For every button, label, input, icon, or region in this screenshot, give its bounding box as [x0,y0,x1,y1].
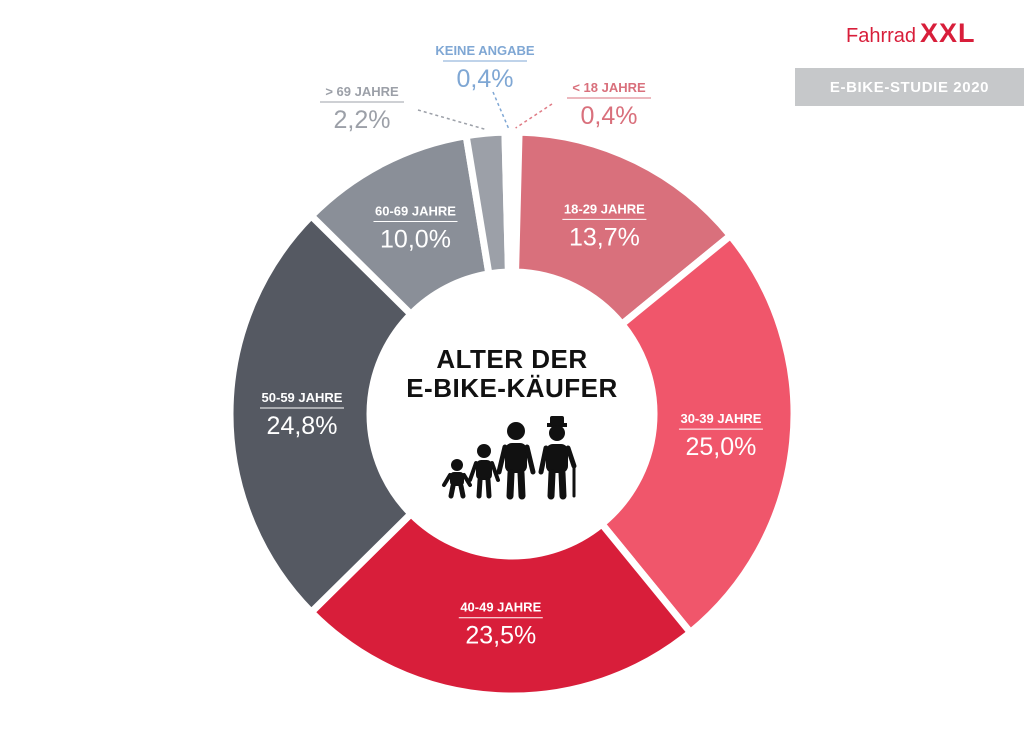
brand-name-small: Fahrrad [846,25,917,47]
value-label-69-jahre: 2,2% [334,106,391,134]
category-label-keine-angabe: KEINE ANGABE [435,43,535,58]
category-label-40-49-jahre: 40-49 JAHRE [460,600,541,615]
category-label-18-29-jahre: 18-29 JAHRE [564,201,645,216]
value-label-60-69-jahre: 10,0% [380,225,451,253]
value-label-18-29-jahre: 13,7% [569,223,640,251]
value-label-18-jahre: 0,4% [581,102,638,130]
category-label-69-jahre: > 69 JAHRE [325,84,399,99]
donut-hole [370,272,654,556]
leader-line-18-jahre [515,103,553,129]
value-label-keine-angabe: 0,4% [457,65,514,93]
category-label-50-59-jahre: 50-59 JAHRE [262,390,343,405]
brand-logo: Fahrrad XXL [846,20,976,47]
category-label-18-jahre: < 18 JAHRE [572,80,646,95]
chart-title-line-2: E-BIKE-KÄUFER [406,373,618,403]
category-label-30-39-jahre: 30-39 JAHRE [680,411,761,426]
segment-labels: < 18 JAHRE 0,4% 18-29 JAHRE 13,7% 30-39 JAHR… [260,43,763,650]
value-label-50-59-jahre: 24,8% [267,412,338,440]
chart-title-line-1: ALTER DER [436,344,587,374]
value-label-40-49-jahre: 23,5% [465,622,536,650]
study-badge: E-BIKE-STUDIE 2020 [795,68,1024,106]
brand-name-big: XXL [920,18,976,48]
leader-line-69-jahre [417,109,486,130]
family-of-four-ages-icon [442,416,577,500]
slice-keine-angabe [501,128,516,276]
leader-lines [417,91,553,130]
leader-line-keine-angabe [492,91,510,129]
value-label-30-39-jahre: 25,0% [685,433,756,461]
category-label-60-69-jahre: 60-69 JAHRE [375,203,456,218]
study-badge-text: E-BIKE-STUDIE 2020 [829,78,990,96]
